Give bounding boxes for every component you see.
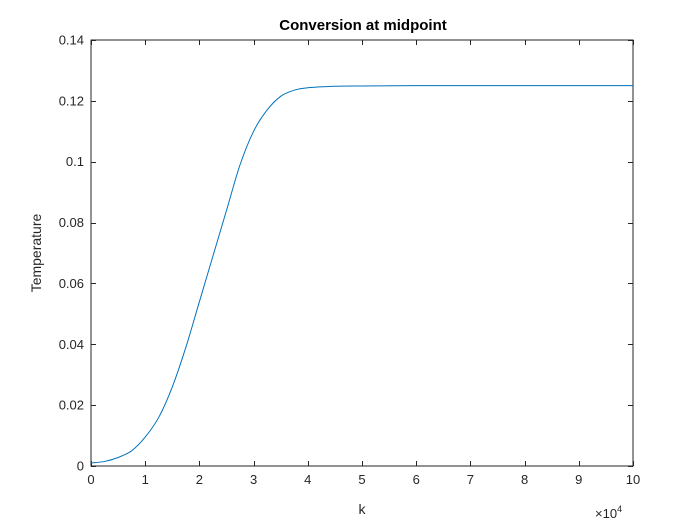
- axes-box: [90, 39, 634, 467]
- x-axis-exponent-prefix: ×10: [595, 506, 617, 521]
- x-tick-label: 7: [467, 472, 474, 487]
- y-tick-label: 0.08: [59, 215, 84, 230]
- x-tick-label: 9: [575, 472, 582, 487]
- y-tick-label: 0.04: [59, 337, 84, 352]
- y-tick-label: 0: [77, 459, 84, 474]
- x-tick-label: 0: [87, 472, 94, 487]
- y-tick-label: 0.14: [59, 33, 84, 48]
- plot-area: 0 1 2 3 4 5 6 7 8 9 10 0 0.02 0.04 0.06 0.08 0.1 0.12 0.1…: [59, 33, 641, 488]
- x-axis-exponent-power: 4: [617, 504, 622, 514]
- x-tick-label: 10: [626, 472, 640, 487]
- y-tick-label: 0.12: [59, 93, 84, 108]
- x-axis-exponent: ×104: [595, 504, 622, 521]
- x-tick-label: 8: [521, 472, 528, 487]
- y-axis-ticks: 0 0.02 0.04 0.06 0.08 0.1 0.12 0.14: [59, 33, 633, 474]
- x-axis-ticks: 0 1 2 3 4 5 6 7 8 9 10: [87, 40, 640, 487]
- series-line: [90, 85, 633, 464]
- y-tick-label: 0.1: [66, 154, 84, 169]
- y-tick-label: 0.02: [59, 398, 84, 413]
- series-group: [90, 85, 633, 464]
- y-tick-label: 0.06: [59, 276, 84, 291]
- x-tick-label: 1: [142, 472, 149, 487]
- y-axis-label: Temperature: [28, 213, 44, 292]
- x-axis-label: k: [359, 501, 367, 517]
- x-tick-label: 4: [304, 472, 311, 487]
- x-tick-label: 2: [196, 472, 203, 487]
- x-tick-label: 6: [413, 472, 420, 487]
- x-tick-label: 3: [250, 472, 257, 487]
- x-tick-label: 5: [358, 472, 365, 487]
- chart-title: Conversion at midpoint: [279, 17, 447, 34]
